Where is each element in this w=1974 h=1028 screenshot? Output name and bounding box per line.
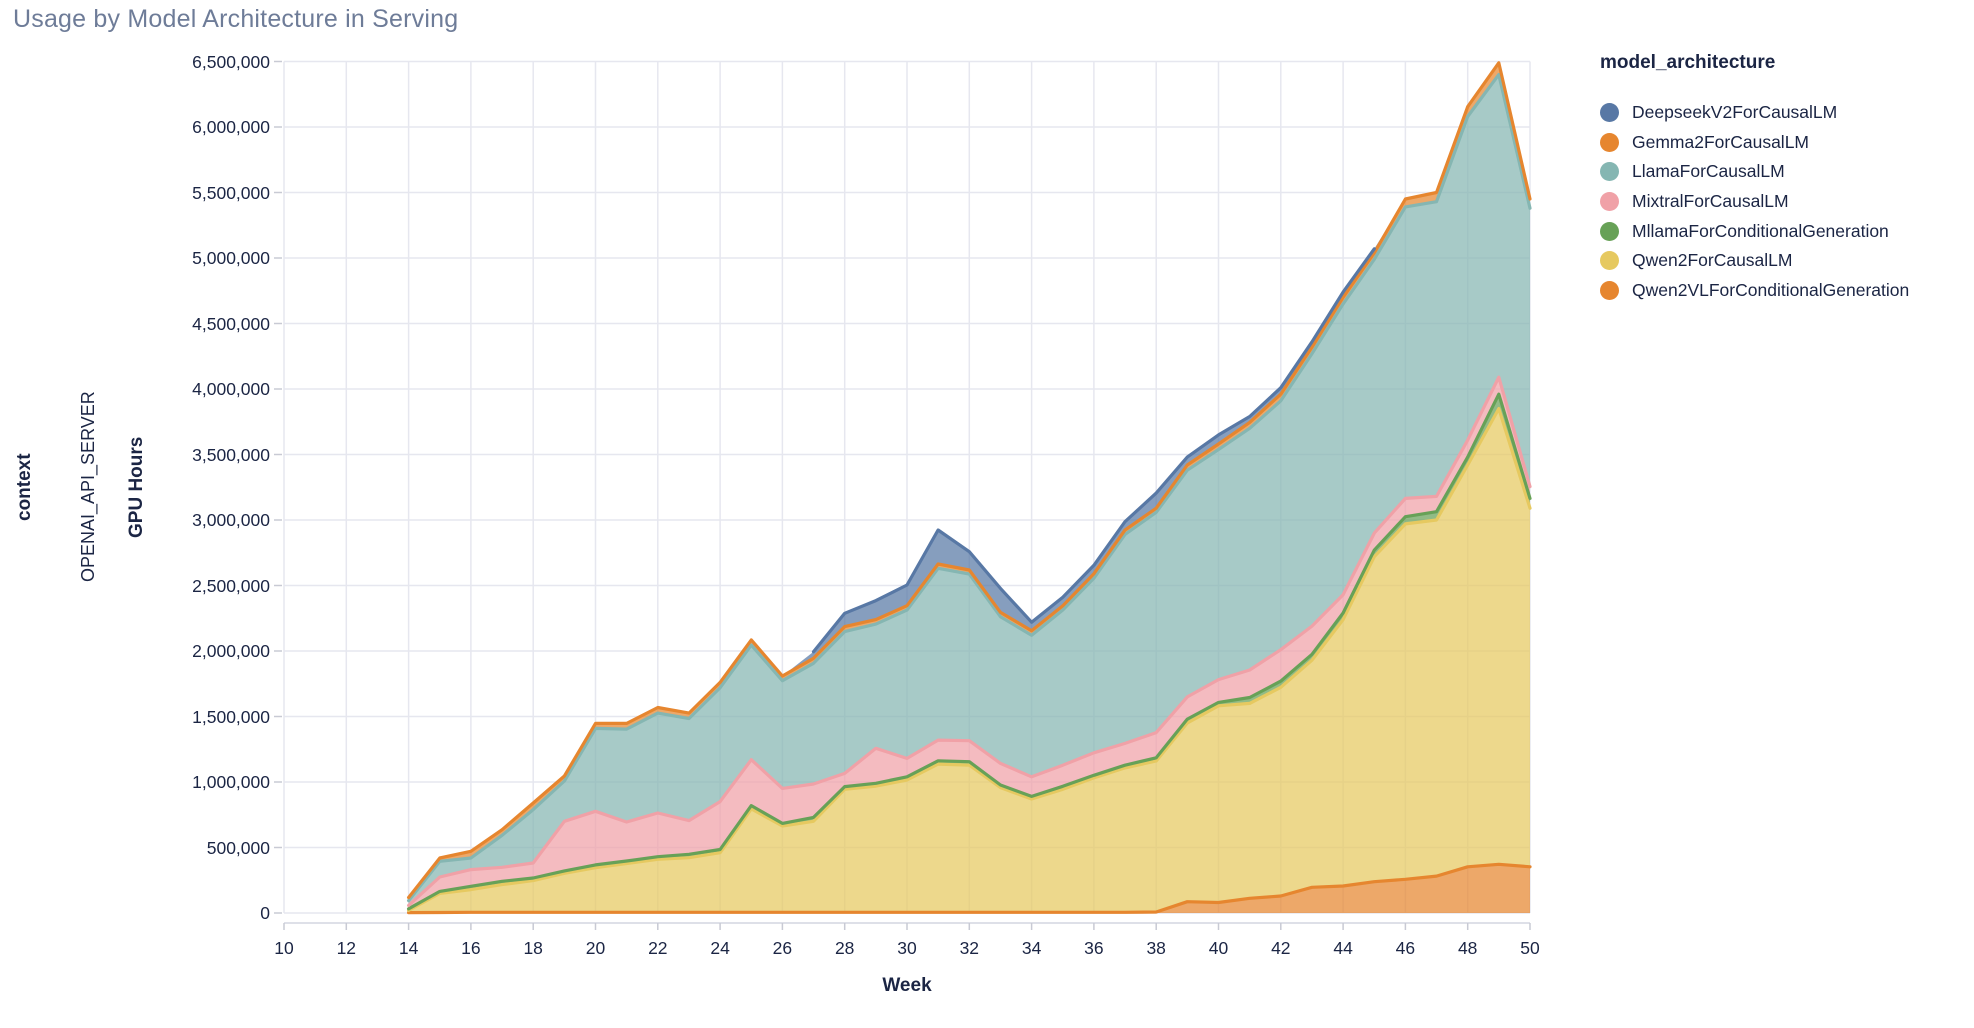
- x-tick-label: 10: [274, 938, 294, 958]
- area-band: [408, 408, 1531, 913]
- band-outline: [407, 407, 1532, 912]
- legend-swatch-icon: [1600, 280, 1619, 300]
- y-tick-label: 2,500,000: [192, 575, 270, 596]
- x-tick-label: 12: [336, 938, 357, 958]
- band-outline: [407, 61, 1532, 900]
- x-tick-label: 48: [1457, 938, 1478, 958]
- area-band: [408, 864, 1531, 913]
- y-tick-label: 6,500,000: [192, 51, 270, 72]
- legend-item-label: DeepseekV2ForCausalLM: [1632, 102, 1838, 123]
- y-tick-label: 1,500,000: [192, 706, 270, 727]
- legend-item-label: Gemma2ForCausalLM: [1632, 131, 1809, 152]
- x-axis-title: Week: [882, 975, 932, 996]
- legend-item-label: Qwen2VLForConditionalGeneration: [1632, 279, 1910, 300]
- band-outline: [407, 862, 1532, 915]
- legend: model_architecture DeepseekV2ForCausalLM…: [1600, 52, 1909, 305]
- x-tick-label: 14: [398, 938, 419, 958]
- band-outline: [407, 375, 1532, 907]
- y-tick-label: 5,500,000: [192, 182, 270, 203]
- y-tick-label: 0: [260, 903, 270, 923]
- y-tick-label: 500,000: [206, 837, 270, 858]
- x-tick-label: 32: [959, 938, 980, 958]
- x-tick-label: 42: [1271, 938, 1291, 958]
- x-tick-label: 24: [710, 938, 730, 958]
- legend-swatch-icon: [1600, 192, 1619, 212]
- legend-item: MixtralForCausalLM: [1600, 187, 1909, 217]
- legend-items: DeepseekV2ForCausalLM Gemma2ForCausalLM Ll…: [1600, 98, 1909, 305]
- x-tick-label: 36: [1084, 938, 1104, 958]
- band-outline: [811, 247, 1376, 654]
- x-tick-label: 50: [1520, 938, 1540, 958]
- legend-item-label: LlamaForCausalLM: [1632, 161, 1785, 182]
- x-tick-label: 16: [461, 938, 481, 958]
- legend-swatch-icon: [1600, 162, 1619, 182]
- legend-swatch-icon: [1600, 251, 1619, 271]
- band-outline: [407, 392, 1532, 911]
- x-tick-label: 46: [1395, 938, 1416, 958]
- x-tick-label: 38: [1146, 938, 1166, 958]
- y-tick-label: 1,000,000: [192, 772, 270, 792]
- x-tick-label: 34: [1021, 938, 1042, 958]
- area-band: [408, 62, 1531, 901]
- x-tick-label: 28: [834, 938, 855, 958]
- legend-swatch-icon: [1600, 221, 1619, 241]
- x-tick-label: 22: [648, 938, 668, 958]
- legend-swatch-icon: [1600, 132, 1619, 152]
- y-tick-label: 5,000,000: [192, 248, 270, 268]
- legend-item: MllamaForConditionalGeneration: [1600, 216, 1909, 246]
- legend-item: Qwen2VLForConditionalGeneration: [1600, 276, 1909, 306]
- legend-item: Qwen2ForCausalLM: [1600, 246, 1909, 276]
- legend-item: DeepseekV2ForCausalLM: [1600, 98, 1909, 128]
- legend-item: Gemma2ForCausalLM: [1600, 128, 1909, 158]
- x-tick-label: 20: [585, 938, 606, 958]
- y-tick-label: 2,000,000: [192, 641, 270, 661]
- x-tick-label: 40: [1208, 938, 1229, 958]
- legend-item: LlamaForCausalLM: [1600, 157, 1909, 187]
- band-outline: [407, 73, 1532, 903]
- x-tick-label: 30: [897, 938, 917, 958]
- x-tick-label: 44: [1333, 938, 1353, 958]
- legend-swatch-icon: [1600, 103, 1619, 123]
- chart-title: Usage by Model Architecture in Serving: [13, 5, 459, 33]
- y-tick-label: 3,000,000: [192, 510, 270, 530]
- x-tick-label: 18: [523, 938, 543, 958]
- y-tick-label: 4,000,000: [192, 379, 270, 399]
- legend-title: model_architecture: [1600, 52, 1776, 73]
- legend-item-label: MllamaForConditionalGeneration: [1632, 220, 1889, 241]
- legend-item-label: Qwen2ForCausalLM: [1632, 250, 1793, 271]
- legend-item-label: MixtralForCausalLM: [1632, 191, 1789, 212]
- y-tick-label: 4,500,000: [192, 313, 270, 334]
- y-tick-label: 3,500,000: [192, 444, 270, 465]
- y-tick-label: 6,000,000: [192, 117, 270, 137]
- x-tick-label: 26: [772, 938, 793, 958]
- area-band: [408, 377, 1531, 909]
